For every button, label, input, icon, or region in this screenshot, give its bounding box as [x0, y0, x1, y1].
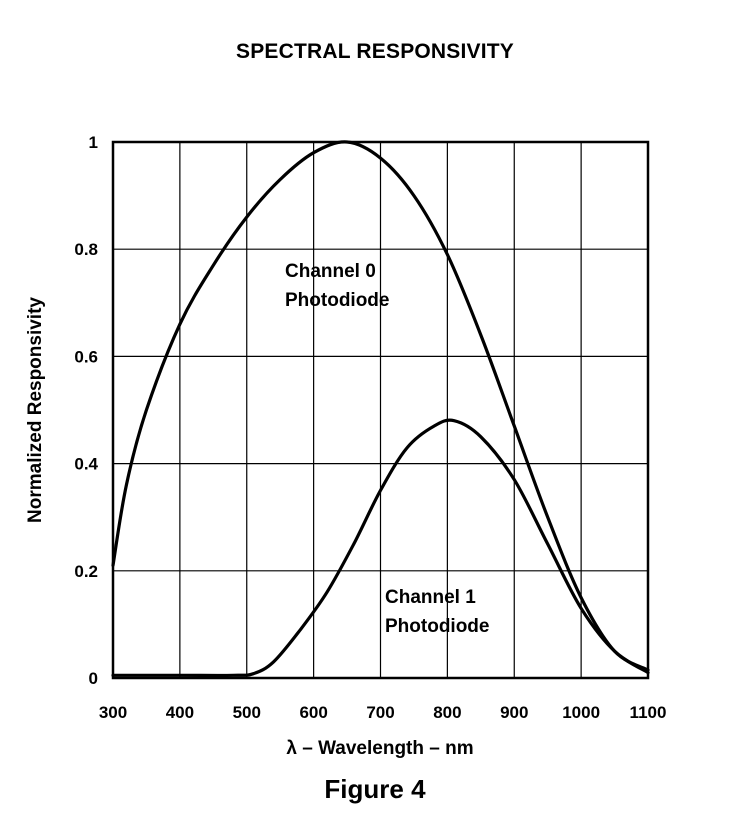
x-tick-label: 900 [500, 703, 528, 722]
y-tick-label: 0.6 [74, 347, 98, 366]
series-1-label-line2: Photodiode [385, 616, 489, 637]
x-tick-label: 1000 [562, 703, 600, 722]
x-tick-label: 1100 [630, 703, 667, 722]
y-tick-label: 0 [89, 669, 98, 688]
y-tick-label: 0.4 [74, 455, 98, 474]
series-1-label-line1: Channel 1 [385, 587, 476, 608]
series-0-line [111, 140, 650, 672]
x-tick-label: 500 [233, 703, 261, 722]
y-axis-label: Normalized Responsivity [25, 297, 46, 523]
y-tick-labels: 0 0.2 0.4 0.6 0.8 1 [74, 133, 98, 688]
series-1-line [111, 418, 650, 678]
x-axis-label: λ – Wavelength – nm [286, 738, 473, 759]
series-0-label-line2: Photodiode [285, 290, 389, 311]
grid [113, 142, 648, 678]
chart-title: SPECTRAL RESPONSIVITY [235, 40, 515, 63]
series-lines [111, 140, 650, 678]
x-tick-labels: 300 400 500 600 700 800 900 1000 1100 [99, 703, 667, 722]
figure-caption: Figure 4 [324, 774, 426, 804]
plot-frame [111, 140, 650, 680]
x-tick-label: 800 [433, 703, 461, 722]
x-tick-label: 700 [366, 703, 394, 722]
y-tick-label: 1 [89, 133, 98, 152]
x-tick-label: 400 [166, 703, 194, 722]
x-tick-label: 300 [99, 703, 127, 722]
y-tick-label: 0.2 [74, 562, 98, 581]
y-tick-label: 0.8 [74, 240, 98, 259]
series-0-label-line1: Channel 0 [285, 261, 376, 282]
x-tick-label: 600 [299, 703, 327, 722]
